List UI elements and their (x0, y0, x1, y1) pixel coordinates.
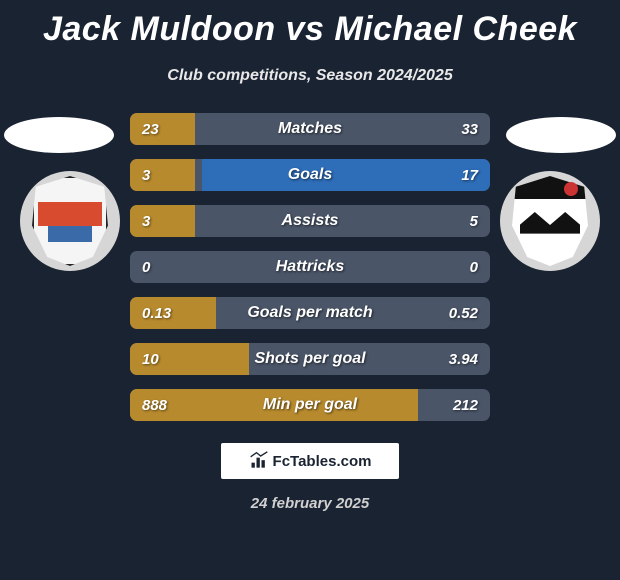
stat-label: Min per goal (130, 396, 490, 414)
ellipse-right (506, 117, 616, 153)
shield-left-icon (32, 176, 108, 266)
stats-list: 23Matches333Goals173Assists50Hattricks00… (130, 113, 490, 421)
ellipse-left (4, 117, 114, 153)
stat-value-right: 212 (453, 397, 478, 414)
stat-row: 888Min per goal212 (130, 389, 490, 421)
stat-value-right: 17 (461, 167, 478, 184)
stat-value-right: 3.94 (449, 351, 478, 368)
stat-label: Goals per match (130, 304, 490, 322)
stat-value-right: 0.52 (449, 305, 478, 322)
subtitle: Club competitions, Season 2024/2025 (0, 67, 620, 85)
stat-value-left: 3 (142, 167, 150, 184)
stat-label: Goals (130, 166, 490, 184)
stat-label: Hattricks (130, 258, 490, 276)
stat-value-left: 0.13 (142, 305, 171, 322)
stat-value-right: 5 (470, 213, 478, 230)
stat-value-right: 33 (461, 121, 478, 138)
stat-row: 10Shots per goal3.94 (130, 343, 490, 375)
stat-row: 23Matches33 (130, 113, 490, 145)
stat-row: 0.13Goals per match0.52 (130, 297, 490, 329)
comparison-panel: 23Matches333Goals173Assists50Hattricks00… (0, 113, 620, 421)
stat-row: 0Hattricks0 (130, 251, 490, 283)
date-label: 24 february 2025 (0, 495, 620, 512)
chart-icon (249, 451, 269, 471)
shield-right-accent (564, 182, 578, 196)
footer-badge[interactable]: FcTables.com (221, 443, 399, 479)
stat-row: 3Assists5 (130, 205, 490, 237)
stat-value-left: 0 (142, 259, 150, 276)
stat-value-left: 10 (142, 351, 159, 368)
club-badge-right (500, 171, 600, 271)
club-badge-left (20, 171, 120, 271)
stat-value-left: 23 (142, 121, 159, 138)
stat-label: Assists (130, 212, 490, 230)
stat-value-left: 888 (142, 397, 167, 414)
page-title: Jack Muldoon vs Michael Cheek (0, 0, 620, 49)
stat-label: Matches (130, 120, 490, 138)
stat-value-left: 3 (142, 213, 150, 230)
stat-row: 3Goals17 (130, 159, 490, 191)
stat-label: Shots per goal (130, 350, 490, 368)
footer-label: FcTables.com (273, 453, 372, 470)
stat-value-right: 0 (470, 259, 478, 276)
